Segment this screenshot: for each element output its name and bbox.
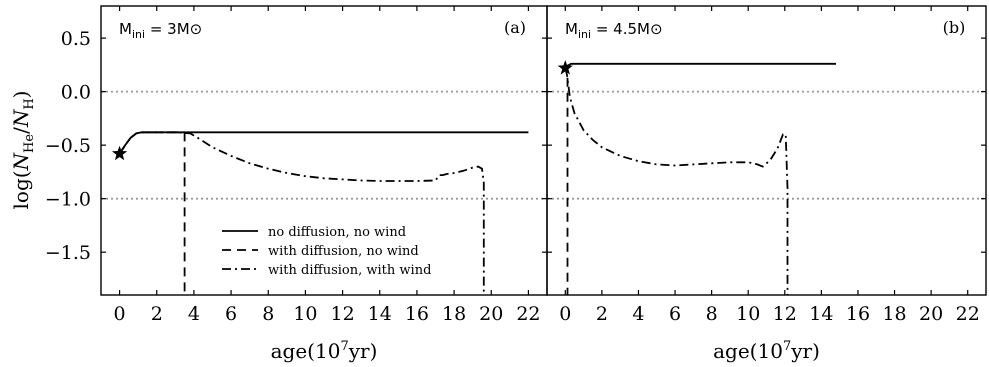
x-tick-label: 4 (632, 303, 644, 325)
y-tick-label: −1.0 (45, 189, 91, 211)
y-tick-label: 0.5 (61, 28, 91, 50)
x-axis-label: age(107yr) (713, 339, 820, 363)
x-tick-label: 20 (479, 303, 503, 325)
y-tick-label: 0.0 (61, 82, 91, 104)
x-axis-label-exponent: 7 (783, 339, 791, 354)
legend-entry: with diffusion, no wind (268, 244, 419, 259)
mass-label: Mini = 3M⊙ (119, 20, 202, 41)
x-axis-label-exponent: 7 (340, 339, 348, 354)
mass-symbol: M (565, 20, 578, 38)
legend-entry: no diffusion, no wind (268, 225, 406, 240)
x-tick-label: 10 (293, 303, 317, 325)
start-star-marker (112, 145, 128, 161)
y-label-N-he: N (9, 151, 33, 171)
panel-label: (a) (504, 18, 526, 37)
x-axis-label-unit: yr) (790, 339, 820, 363)
x-tick-label: 2 (151, 303, 163, 325)
x-tick-label: 18 (442, 303, 466, 325)
x-tick-label: 10 (736, 303, 760, 325)
y-tick-label: −0.5 (45, 135, 91, 157)
legend: no diffusion, no wind with diffusion, no … (222, 225, 431, 278)
legend-entry: with diffusion, with wind (268, 263, 431, 278)
x-tick-label: 22 (956, 303, 980, 325)
x-tick-label: 6 (669, 303, 681, 325)
x-tick-label: 12 (773, 303, 797, 325)
x-tick-label: 0 (559, 303, 571, 325)
x-axis-label-unit: yr) (348, 339, 378, 363)
mass-subscript: ini (578, 28, 591, 41)
x-tick-label: 8 (262, 303, 274, 325)
mass-value: = 4.5M (591, 20, 650, 38)
series-line-solid (564, 62, 836, 69)
x-tick-label: 20 (919, 303, 943, 325)
x-tick-label: 14 (809, 303, 833, 325)
y-label-close: ) (9, 91, 33, 99)
y-label-sub-h: H (22, 98, 37, 109)
x-tick-label: 12 (330, 303, 354, 325)
x-axis-label-main: age(10 (713, 339, 783, 363)
x-tick-label: 2 (596, 303, 608, 325)
x-tick-label: 22 (516, 303, 540, 325)
y-label-log: log( (9, 170, 33, 209)
x-tick-label: 18 (882, 303, 906, 325)
mass-value: = 3M (145, 20, 190, 38)
x-tick-label: 0 (114, 303, 126, 325)
sun-symbol: ⊙ (650, 20, 663, 38)
y-label-N-h: N (9, 108, 33, 128)
sun-symbol: ⊙ (190, 20, 203, 38)
mass-symbol: M (119, 20, 132, 38)
series-line-dashdot (118, 131, 485, 295)
start-star-marker (557, 60, 573, 75)
axes-frame (546, 5, 987, 296)
y-axis-label: log(NHe/NH) (9, 91, 37, 210)
y-label-sub-he: He (22, 134, 37, 153)
y-label-slash: / (9, 127, 33, 134)
x-tick-label: 16 (405, 303, 429, 325)
x-tick-label: 14 (368, 303, 392, 325)
series-line-dashdot (564, 67, 789, 295)
panel-a: 0 2 4 6 8 10 12 14 16 18 20 22 0.5 0.0 −0.5 −1.0 −1.5 (a)… (45, 5, 548, 363)
series-line-solid (118, 131, 529, 155)
x-tick-label: 6 (225, 303, 237, 325)
x-tick-label: 4 (188, 303, 200, 325)
mass-label: Mini = 4.5M⊙ (565, 20, 663, 41)
mass-subscript: ini (132, 28, 145, 41)
x-tick-label: 16 (846, 303, 870, 325)
x-tick-label: 8 (706, 303, 718, 325)
series-line-dashed (564, 63, 569, 295)
panel-b: 0 2 4 6 8 10 12 14 16 18 20 22 (b) Mini = 4.5M⊙ age(10… (546, 5, 987, 363)
panel-label: (b) (943, 18, 966, 37)
y-tick-label: −1.5 (45, 242, 91, 264)
series-line-dashed (118, 131, 186, 295)
x-axis-label: age(107yr) (271, 339, 378, 363)
x-axis-label-main: age(10 (271, 339, 341, 363)
